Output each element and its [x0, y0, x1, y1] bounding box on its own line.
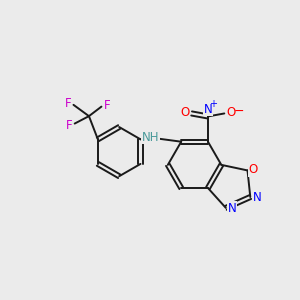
Text: O: O — [226, 106, 236, 119]
Text: −: − — [234, 105, 244, 118]
Text: F: F — [103, 99, 110, 112]
Text: O: O — [249, 163, 258, 176]
Text: N: N — [204, 103, 212, 116]
Text: NH: NH — [142, 131, 159, 144]
Text: N: N — [253, 190, 261, 203]
Text: F: F — [66, 118, 73, 132]
Text: N: N — [228, 202, 237, 215]
Text: +: + — [209, 99, 217, 109]
Text: O: O — [180, 106, 190, 119]
Text: F: F — [65, 97, 71, 110]
